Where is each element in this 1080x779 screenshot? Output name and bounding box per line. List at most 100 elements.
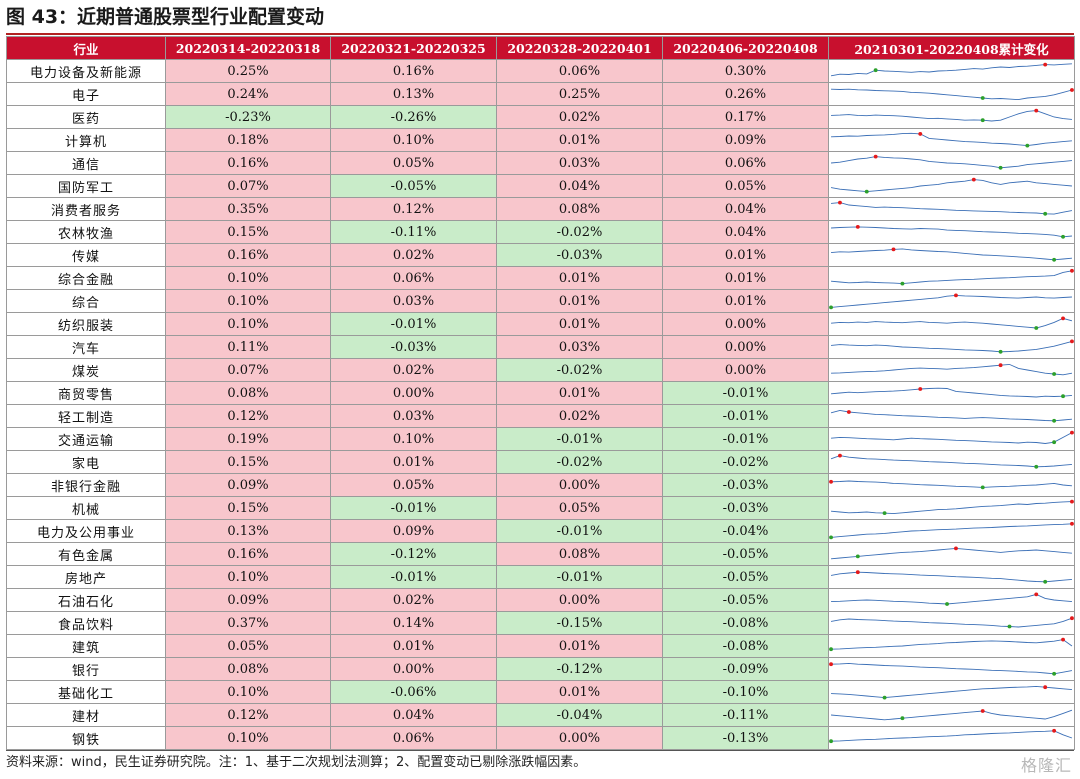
table-row: 综合金融 0.10% 0.06% 0.01% 0.01%	[6, 266, 1075, 290]
weekly-change-cell: 0.01%	[662, 289, 829, 313]
weekly-change-cell: 0.08%	[496, 542, 663, 566]
source-note: 资料来源：wind，民生证券研究院。注：1、基于二次规划法测算；2、配置变动已剔…	[6, 750, 1074, 776]
weekly-change-cell: 0.06%	[496, 59, 663, 83]
weekly-change-cell: -0.10%	[662, 680, 829, 704]
sparkline-series	[830, 156, 1073, 169]
table-row: 电力设备及新能源 0.25% 0.16% 0.06% 0.30%	[6, 59, 1075, 83]
weekly-change-cell: 0.03%	[496, 151, 663, 175]
weekly-change-cell: 0.16%	[165, 151, 331, 175]
table-row: 商贸零售 0.08% 0.00% 0.01% -0.01%	[6, 381, 1075, 405]
weekly-change-cell: -0.01%	[330, 496, 497, 520]
industry-name: 机械	[6, 496, 166, 520]
industry-name: 国防军工	[6, 174, 166, 198]
sparkline-min-marker	[1025, 143, 1030, 148]
header-industry: 行业	[6, 36, 166, 60]
cumulative-sparkline-cell	[828, 381, 1075, 405]
sparkline-series	[830, 455, 1073, 468]
weekly-change-cell: 0.04%	[330, 703, 497, 727]
industry-name: 汽车	[6, 335, 166, 359]
sparkline-series	[830, 547, 1073, 560]
sparkline-min-marker	[998, 165, 1003, 170]
watermark-logo: 格隆汇	[1020, 756, 1072, 775]
table-row: 机械 0.15% -0.01% 0.05% -0.03%	[6, 496, 1075, 520]
cumulative-sparkline-cell	[828, 450, 1075, 474]
sparkline-series	[831, 593, 1073, 605]
sparkline	[829, 521, 1074, 540]
weekly-change-cell: 0.00%	[496, 726, 663, 750]
weekly-change-cell: -0.06%	[330, 680, 497, 704]
weekly-change-cell: 0.02%	[496, 105, 663, 129]
weekly-change-cell: 0.06%	[330, 726, 497, 750]
weekly-change-cell: 0.37%	[165, 611, 331, 635]
sparkline-min-marker	[1052, 372, 1057, 376]
sparkline	[830, 387, 1073, 399]
sparkline-max-marker	[1070, 521, 1074, 526]
industry-name: 电力设备及新能源	[6, 59, 166, 83]
sparkline-max-marker	[998, 363, 1003, 368]
weekly-change-cell: 0.03%	[330, 289, 497, 313]
sparkline-series	[831, 480, 1073, 488]
industry-name: 建筑	[6, 634, 166, 658]
cumulative-sparkline-cell	[828, 703, 1075, 727]
table-row: 医药 -0.23% -0.26% 0.02% 0.17%	[6, 105, 1075, 129]
weekly-change-cell: 0.02%	[330, 358, 497, 382]
sparkline	[831, 592, 1073, 606]
table-row: 建筑 0.05% 0.01% 0.01% -0.08%	[6, 634, 1075, 658]
industry-name: 消费者服务	[6, 197, 166, 221]
sparkline-min-marker	[829, 647, 833, 652]
table-row: 钢铁 0.10% 0.06% 0.00% -0.13%	[6, 726, 1075, 750]
sparkline-min-marker	[1034, 464, 1039, 469]
weekly-change-cell: 0.04%	[496, 174, 663, 198]
weekly-change-cell: 0.05%	[330, 473, 497, 497]
table-header-row: 行业 20220314-20220318 20220321-20220325 2…	[6, 36, 1075, 60]
sparkline-min-marker	[829, 535, 833, 540]
sparkline-min-marker	[1052, 671, 1057, 676]
sparkline-min-marker	[980, 485, 985, 490]
weekly-change-cell: 0.10%	[165, 565, 331, 589]
industry-name: 综合金融	[6, 266, 166, 290]
sparkline	[831, 88, 1074, 101]
weekly-change-cell: -0.02%	[496, 358, 663, 382]
weekly-change-cell: 0.01%	[330, 450, 497, 474]
weekly-change-cell: 0.07%	[165, 174, 331, 198]
industry-name: 煤炭	[6, 358, 166, 382]
table-row: 食品饮料 0.37% 0.14% -0.15% -0.08%	[6, 611, 1075, 635]
weekly-change-cell: 0.00%	[662, 335, 829, 359]
sparkline	[831, 132, 1073, 148]
cumulative-sparkline-cell	[828, 105, 1075, 129]
sparkline-max-marker	[1061, 637, 1065, 642]
sparkline	[830, 453, 1073, 469]
weekly-change-cell: -0.11%	[330, 220, 497, 244]
sparkline-max-marker	[954, 546, 958, 551]
sparkline-min-marker	[998, 349, 1003, 354]
industry-name: 轻工制造	[6, 404, 166, 428]
sparkline-min-marker	[1034, 326, 1039, 330]
industry-name: 家电	[6, 450, 166, 474]
weekly-change-cell: 0.06%	[330, 266, 497, 290]
weekly-change-cell: -0.02%	[496, 450, 663, 474]
industry-name: 电子	[6, 82, 166, 106]
cumulative-sparkline-cell	[828, 312, 1075, 336]
weekly-change-cell: 0.07%	[165, 358, 331, 382]
table-row: 纺织服装 0.10% -0.01% 0.01% 0.00%	[6, 312, 1075, 336]
sparkline-max-marker	[971, 177, 976, 182]
figure-title: 图 43：近期普通股票型行业配置变动	[6, 6, 325, 28]
cumulative-sparkline-cell	[828, 151, 1075, 175]
weekly-change-cell: -0.05%	[662, 542, 829, 566]
sparkline	[830, 546, 1073, 560]
weekly-change-cell: -0.13%	[662, 726, 829, 750]
weekly-change-cell: 0.15%	[165, 220, 331, 244]
sparkline	[830, 570, 1073, 584]
sparkline-series	[831, 685, 1073, 699]
sparkline-min-marker	[980, 96, 985, 100]
sparkline-max-marker	[1070, 339, 1074, 344]
sparkline-min-marker	[1052, 440, 1057, 445]
weekly-change-cell: 0.16%	[165, 542, 331, 566]
weekly-change-cell: 0.11%	[165, 335, 331, 359]
industry-name: 石油石化	[6, 588, 166, 612]
weekly-change-cell: 0.00%	[662, 312, 829, 336]
sparkline-max-marker	[1034, 108, 1039, 113]
table-row: 非银行金融 0.09% 0.05% 0.00% -0.03%	[6, 473, 1075, 497]
weekly-change-cell: 0.12%	[165, 703, 331, 727]
sparkline	[829, 293, 1072, 310]
